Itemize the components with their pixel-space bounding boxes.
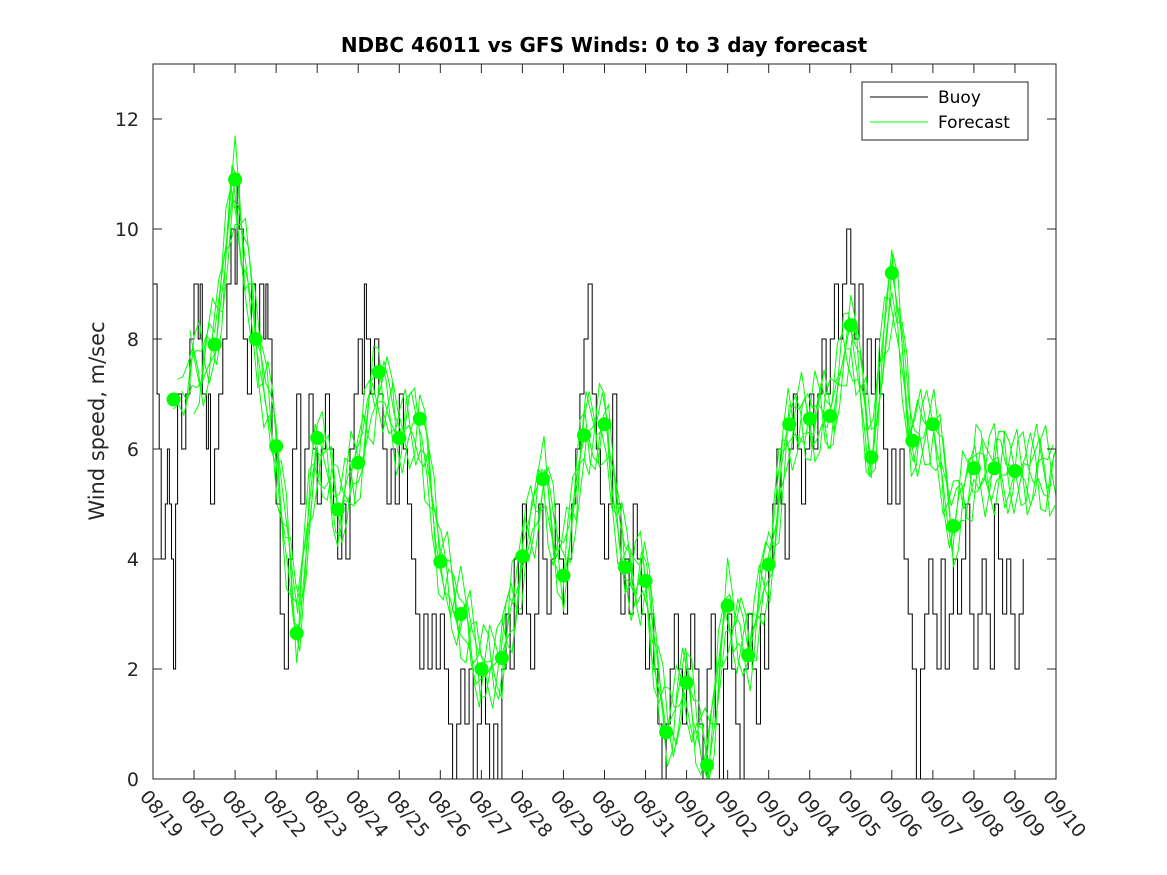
y-axis: 0 2 4 6 8 10 12 xyxy=(115,109,1056,791)
legend-buoy-label: Buoy xyxy=(938,88,981,108)
forecast-marker xyxy=(987,461,1002,476)
legend: Buoy Forecast xyxy=(861,81,1029,141)
x-tick-label: 08/29 xyxy=(546,786,598,842)
forecast-marker xyxy=(515,549,530,564)
x-tick-label: 09/04 xyxy=(792,786,844,842)
forecast-marker xyxy=(289,626,304,641)
forecast-marker xyxy=(228,172,243,187)
y-tick-label: 6 xyxy=(127,439,139,461)
forecast-marker xyxy=(925,417,940,432)
forecast-marker xyxy=(576,428,591,443)
forecast-marker xyxy=(659,725,674,740)
y-tick-label: 0 xyxy=(127,769,139,791)
forecast-marker xyxy=(433,554,448,569)
forecast-markers xyxy=(166,172,1022,773)
x-tick-label: 09/03 xyxy=(751,786,803,842)
forecast-marker xyxy=(494,651,509,665)
y-tick-label: 12 xyxy=(115,109,139,131)
forecast-marker xyxy=(597,417,612,432)
forecast-marker xyxy=(843,318,858,333)
x-tick-label: 08/23 xyxy=(299,786,351,842)
forecast-marker xyxy=(946,519,961,533)
forecast-marker xyxy=(966,461,981,476)
x-tick-label: 08/27 xyxy=(464,786,516,842)
x-tick-label: 09/10 xyxy=(1038,786,1090,842)
y-tick-label: 4 xyxy=(127,549,139,571)
forecast-marker xyxy=(741,648,756,663)
forecast-marker xyxy=(782,417,797,432)
x-tick-label: 08/22 xyxy=(258,786,310,842)
forecast-marker xyxy=(166,392,181,407)
legend-forecast-label: Forecast xyxy=(938,113,1010,133)
x-tick-label: 08/31 xyxy=(628,786,680,842)
x-tick-label: 09/07 xyxy=(915,786,967,842)
x-tick-label: 08/26 xyxy=(422,786,474,842)
forecast-marker xyxy=(371,365,386,379)
forecast-marker xyxy=(248,332,263,346)
x-tick-label: 09/02 xyxy=(710,786,762,842)
forecast-marker xyxy=(679,675,694,690)
x-tick-label: 09/08 xyxy=(956,786,1008,842)
chart-title: NDBC 46011 vs GFS Winds: 0 to 3 day fore… xyxy=(341,33,868,57)
forecast-line xyxy=(193,217,1057,756)
forecast-marker xyxy=(700,758,715,773)
forecast-marker xyxy=(638,574,653,588)
x-tick-label: 09/01 xyxy=(669,786,721,842)
x-tick-label: 08/21 xyxy=(217,786,269,842)
forecast-line xyxy=(185,164,1054,780)
forecast-marker xyxy=(556,568,571,583)
x-tick-label: 09/06 xyxy=(874,786,926,842)
forecast-marker xyxy=(823,409,838,423)
forecast-marker xyxy=(864,450,879,465)
y-tick-label: 10 xyxy=(115,219,139,241)
x-tick-label: 09/05 xyxy=(833,786,885,842)
y-tick-label: 2 xyxy=(127,659,139,681)
y-tick-label: 8 xyxy=(127,329,139,351)
forecast-marker xyxy=(351,455,366,470)
forecast-marker xyxy=(453,607,468,621)
forecast-marker xyxy=(474,662,489,676)
forecast-marker xyxy=(618,560,633,575)
forecast-line xyxy=(181,197,1055,747)
forecast-marker xyxy=(269,439,284,454)
forecast-marker xyxy=(412,411,427,426)
buoy-line xyxy=(153,173,1024,780)
y-axis-label: Wind speed, m/sec xyxy=(85,321,109,520)
forecast-marker xyxy=(207,337,222,352)
forecast-marker xyxy=(761,557,776,572)
forecast-marker xyxy=(802,411,817,426)
forecast-marker xyxy=(392,431,407,445)
forecast-marker xyxy=(535,472,550,487)
forecast-marker xyxy=(884,266,899,280)
x-tick-label: 08/28 xyxy=(505,786,557,842)
x-tick-label: 09/09 xyxy=(997,786,1049,842)
legend-box xyxy=(861,81,1029,141)
x-tick-label: 08/24 xyxy=(340,786,392,842)
forecast-marker xyxy=(330,502,345,517)
forecast-marker xyxy=(720,598,735,613)
forecast-marker xyxy=(1007,464,1022,478)
x-tick-label: 08/19 xyxy=(135,786,187,842)
forecast-marker xyxy=(905,433,920,448)
buoy-series xyxy=(153,173,1024,780)
x-tick-label: 08/20 xyxy=(176,786,228,842)
x-tick-label: 08/30 xyxy=(587,786,639,842)
x-tick-label: 08/25 xyxy=(381,786,433,842)
forecast-marker xyxy=(310,431,325,445)
